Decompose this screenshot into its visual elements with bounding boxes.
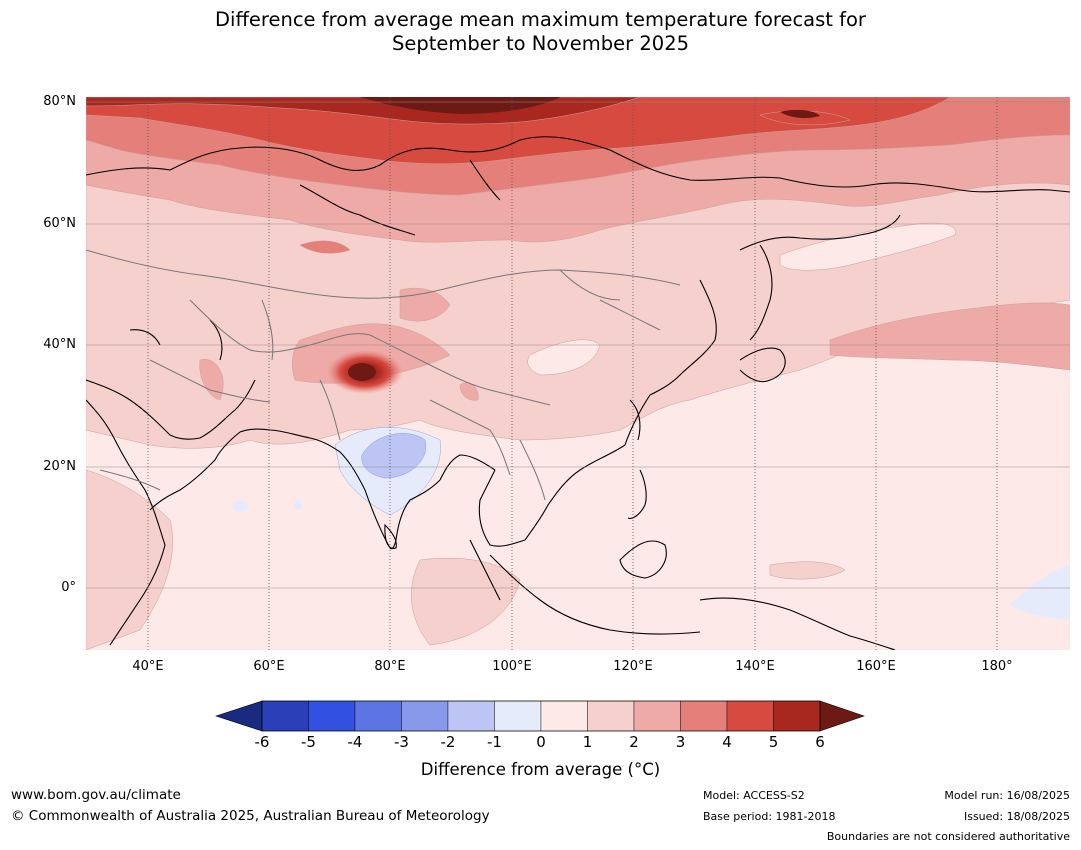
base-period-text: Base period: 1981-2018 bbox=[703, 810, 836, 823]
lat-gridlines bbox=[86, 101, 1070, 589]
colorbar-tick-label: 5 bbox=[768, 733, 779, 751]
colorbar-tick-label: 1 bbox=[582, 733, 593, 751]
lat-label-60n: 60°N bbox=[43, 216, 76, 231]
colorbar-tick-label: 3 bbox=[675, 733, 686, 751]
lon-label-100e: 100°E bbox=[492, 659, 532, 674]
lon-label-140e: 140°E bbox=[735, 659, 775, 674]
colorbar-cell bbox=[401, 700, 449, 732]
colorbar-cell bbox=[354, 700, 402, 732]
website-link[interactable]: www.bom.gov.au/climate bbox=[11, 787, 181, 803]
lat-label-0: 0° bbox=[61, 580, 76, 595]
title-line-1: Difference from average mean maximum tem… bbox=[215, 8, 866, 31]
colorbar-cell bbox=[587, 700, 635, 732]
colorbar-tick-label: -6 bbox=[254, 733, 270, 751]
colorbar-tick-label: -4 bbox=[347, 733, 363, 751]
anomaly-zone-4-5 bbox=[86, 97, 951, 164]
colorbar-tick-label: 0 bbox=[536, 733, 546, 751]
lon-label-40e: 40°E bbox=[132, 659, 164, 674]
colorbar-cell bbox=[447, 700, 495, 732]
lon-label-160e: 160°E bbox=[856, 659, 896, 674]
colorbar-tick-label: 2 bbox=[629, 733, 639, 751]
lat-label-20n: 20°N bbox=[43, 459, 76, 474]
colorbar-tick-label: 4 bbox=[722, 733, 732, 751]
colorbar-tick-label: -5 bbox=[301, 733, 316, 751]
colorbar-tick-label: -2 bbox=[440, 733, 456, 751]
colorbar-cell bbox=[680, 700, 728, 732]
country-boundaries bbox=[86, 249, 681, 501]
colorbar-cell bbox=[726, 700, 774, 732]
lon-label-180: 180° bbox=[981, 659, 1013, 674]
colorbar-cell bbox=[773, 700, 821, 732]
lon-label-120e: 120°E bbox=[613, 659, 653, 674]
colorbar-cell bbox=[633, 700, 681, 732]
colorbar-cell bbox=[308, 700, 356, 732]
colorbar bbox=[215, 700, 865, 732]
lat-label-80n: 80°N bbox=[43, 94, 76, 109]
disclaimer-text: Boundaries are not considered authoritat… bbox=[826, 830, 1070, 843]
colorbar-cell bbox=[494, 700, 542, 732]
colorbar-tick-label: -3 bbox=[394, 733, 409, 751]
issued-text: Issued: 18/08/2025 bbox=[963, 810, 1070, 823]
lon-label-60e: 60°E bbox=[253, 659, 285, 674]
colorbar-label: Difference from average (°C) bbox=[420, 760, 661, 779]
map-title: Difference from average mean maximum tem… bbox=[0, 8, 1081, 56]
lat-label-40n: 40°N bbox=[43, 337, 76, 352]
coastlines bbox=[86, 136, 1070, 650]
model-run-text: Model run: 16/08/2025 bbox=[944, 789, 1070, 802]
colorbar-cell bbox=[261, 700, 309, 732]
model-text: Model: ACCESS-S2 bbox=[703, 789, 805, 802]
copyright-text: © Commonwealth of Australia 2025, Austra… bbox=[11, 808, 490, 824]
colorbar-tick-label: 6 bbox=[815, 733, 825, 751]
anomaly-field bbox=[86, 97, 1070, 650]
colorbar-cell bbox=[540, 700, 588, 732]
lon-label-80e: 80°E bbox=[374, 659, 406, 674]
colorbar-high-extend bbox=[819, 700, 865, 732]
colorbar-low-extend bbox=[215, 700, 263, 732]
colorbar-tick-label: -1 bbox=[487, 733, 502, 751]
lon-gridlines bbox=[147, 97, 998, 650]
title-line-2: September to November 2025 bbox=[391, 32, 690, 55]
